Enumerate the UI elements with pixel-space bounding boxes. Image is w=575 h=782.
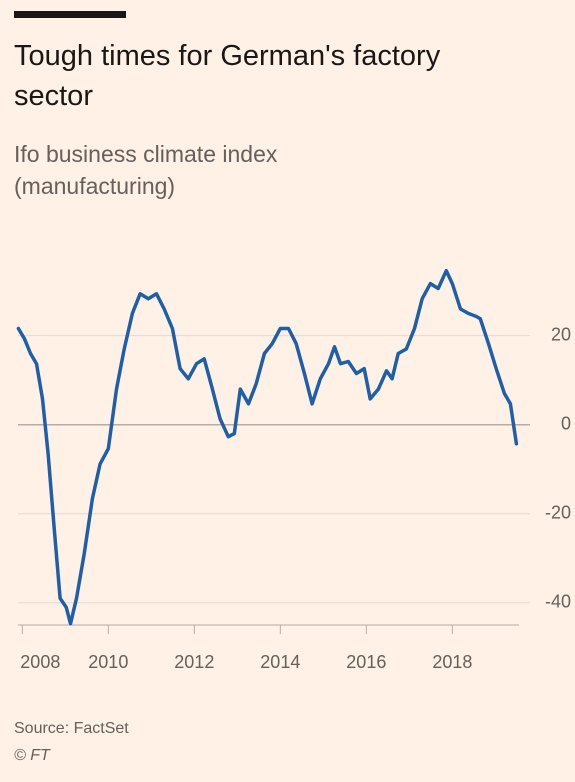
x-tick-label: 2010 [88,652,128,672]
chart-subtitle: Ifo business climate index (manufacturin… [14,141,278,199]
x-tick-label: 2012 [174,652,214,672]
credit: © FT [14,747,50,764]
chart: -40 -20 0 20 2008 2010 2012 2014 2016 2018 [16,268,571,672]
y-tick-label: -20 [545,502,571,522]
x-tick-label: 2018 [432,652,472,672]
y-tick-label: 0 [561,413,571,433]
x-tick-label: 2008 [20,652,60,672]
header-bar [14,11,126,18]
source: Source: FactSet [14,720,129,737]
chart-title: Tough times for German's factory sector [14,40,441,112]
data-line [16,268,519,626]
x-tick-label: 2016 [346,652,386,672]
y-tick-label: 20 [551,324,571,344]
y-tick-label: -40 [545,591,571,611]
x-tick-label: 2014 [260,652,300,672]
